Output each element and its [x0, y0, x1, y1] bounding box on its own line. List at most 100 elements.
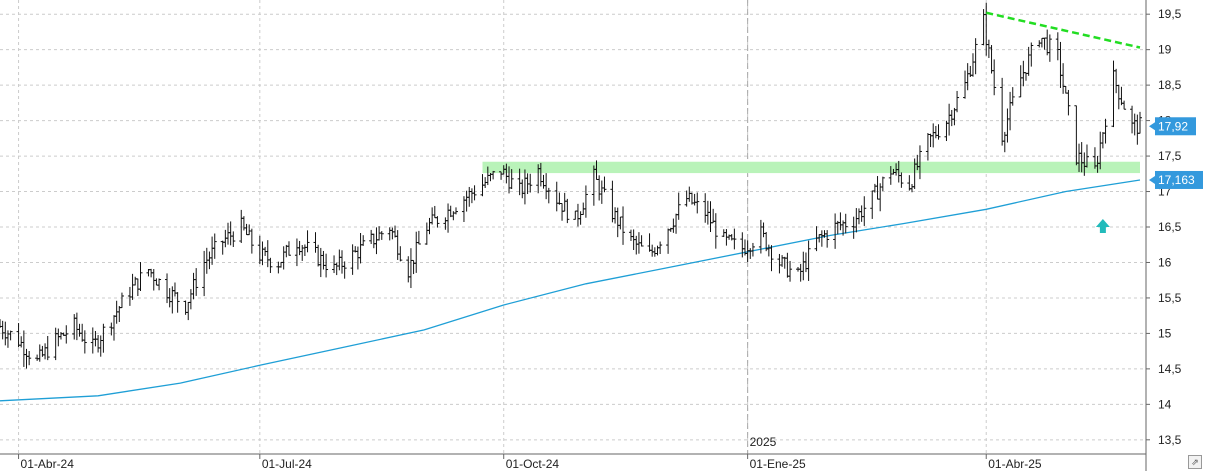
ohlc-bar — [358, 232, 363, 264]
y-tick-label: 15,5 — [1158, 291, 1182, 305]
y-tick-label: 19 — [1158, 43, 1172, 57]
ohlc-bar — [207, 251, 212, 270]
last-price-tag: 17,92 — [1149, 117, 1196, 136]
ohlc-bar — [448, 205, 453, 218]
ohlc-bar — [82, 330, 87, 354]
ohlc-bar — [451, 211, 456, 221]
ohlc-bar — [520, 179, 525, 199]
ohlc-bar — [984, 2, 989, 56]
ohlc-bar — [342, 261, 347, 279]
ohlc-bar — [597, 175, 602, 201]
ohlc-bar — [16, 323, 21, 348]
ohlc-bar — [340, 250, 344, 274]
ohlc-bar — [491, 170, 496, 180]
ohlc-bar — [639, 235, 644, 247]
ohlc-bar — [464, 190, 469, 212]
scroll-right-button[interactable]: ⇗ — [1188, 455, 1202, 469]
ohlc-bar — [226, 222, 230, 245]
ohlc-bar — [1116, 84, 1121, 110]
ohlc-bar — [575, 203, 580, 227]
ohlc-bar — [268, 257, 273, 273]
ohlc-bar — [955, 90, 960, 113]
ohlc-bar — [819, 230, 824, 247]
ohlc-bar — [1018, 65, 1023, 98]
ohlc-bar — [854, 208, 859, 233]
ohlc-bar — [175, 292, 180, 313]
ohlc-bar — [408, 248, 413, 289]
ohlc-bar — [297, 240, 302, 256]
ohlc-bar — [467, 186, 472, 207]
ohlc-bar — [931, 123, 936, 148]
ohlc-bar — [613, 207, 618, 224]
ohlc-bar — [127, 286, 132, 306]
y-tick-label: 13,5 — [1158, 433, 1182, 447]
moving-average-series — [0, 179, 1141, 402]
ohlc-bar — [305, 230, 310, 253]
ohlc-bar — [361, 235, 366, 246]
ohlc-bar — [454, 207, 458, 215]
ohlc-bar — [750, 242, 755, 257]
ohlc-bar — [284, 244, 289, 258]
ohlc-bar — [965, 63, 970, 91]
ohlc-bar — [1103, 118, 1108, 144]
ohlc-bar — [281, 246, 286, 270]
ohlc-bar — [414, 231, 419, 273]
ohlc-bar — [138, 262, 143, 291]
ohlc-bar — [1000, 77, 1005, 146]
ohlc-bar — [265, 240, 270, 268]
ohlc-bar — [1045, 29, 1050, 56]
ohlc-bar — [1055, 32, 1060, 61]
ohlc-bar — [228, 221, 233, 246]
ohlc-bar — [610, 180, 615, 223]
ohlc-bar — [406, 256, 411, 283]
ohlc-bar — [191, 272, 196, 300]
ohlc-bar — [300, 245, 305, 261]
ohlc-bar — [544, 173, 549, 200]
ohlc-bar — [276, 261, 281, 274]
ohlc-bar — [172, 282, 177, 297]
support-zone-band — [482, 161, 1141, 174]
ohlc-bar — [761, 222, 766, 238]
ohlc-bar — [803, 252, 808, 273]
ohlc-bar — [528, 173, 533, 193]
ohlc-bar — [713, 213, 718, 249]
ohlc-bar — [952, 107, 957, 126]
ohlc-bar — [557, 192, 562, 205]
y-tick-label: 14 — [1158, 397, 1172, 411]
ohlc-bar — [151, 269, 156, 291]
ohlc-bar — [788, 260, 793, 282]
ohlc-bar — [1114, 68, 1119, 94]
ohlc-bar — [1061, 63, 1066, 94]
ohlc-bar — [785, 252, 790, 278]
ohlc-bar — [986, 39, 991, 59]
x-tick-label: 01-Jul-24 — [262, 457, 312, 471]
resistance-line — [985, 11, 1141, 49]
ohlc-bar — [64, 325, 69, 344]
ohlc-bar — [1100, 132, 1105, 149]
ohlc-bar — [8, 330, 13, 341]
ohlc-bar — [239, 209, 244, 243]
last-price-tag-pointer — [1149, 122, 1155, 131]
ohlc-bar — [992, 59, 997, 96]
ohlc-bar — [35, 354, 40, 361]
ohlc-bar — [560, 203, 565, 221]
ohlc-bar — [562, 192, 567, 212]
ohlc-bar — [676, 192, 681, 220]
ohlc-bar — [1026, 46, 1031, 76]
ohlc-bar — [1122, 100, 1127, 110]
last-price-tag-box — [1155, 117, 1196, 136]
ohlc-bar — [838, 212, 843, 231]
ohlc-bar — [430, 207, 435, 225]
ohlc-bar — [387, 227, 392, 241]
ohlc-bar — [204, 247, 209, 274]
ohlc-bar — [541, 174, 546, 189]
ohlc-bar — [652, 247, 657, 257]
ohlc-bar — [1066, 89, 1071, 116]
ohlc-bar — [711, 208, 716, 224]
ohlc-bar — [859, 205, 864, 222]
ohlc-bar — [1047, 34, 1052, 62]
ohlc-bar — [947, 103, 952, 136]
ohlc-bar — [390, 227, 395, 240]
price-tags: 17,92 17,163 — [1149, 117, 1203, 189]
axes — [0, 0, 1147, 471]
